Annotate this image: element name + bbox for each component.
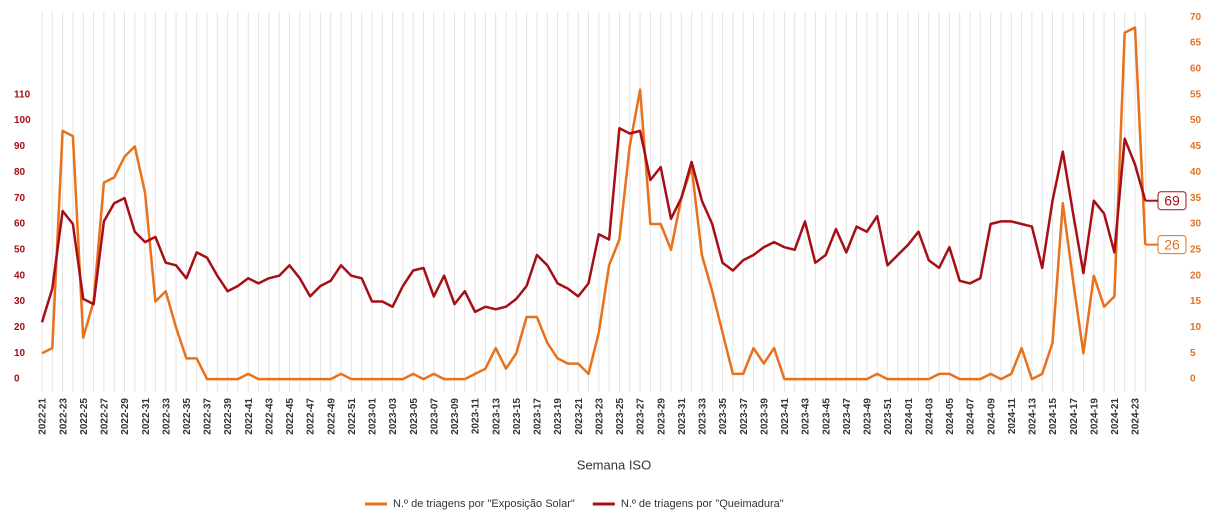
x-tick-label: 2023-23 [594,398,605,435]
x-tick-label: 2022-47 [306,398,317,435]
x-tick-label: 2024-21 [1110,398,1121,435]
x-tick-label: 2022-33 [161,398,172,435]
x-tick-label: 2023-35 [718,398,729,435]
x-tick-label: 2022-29 [120,398,131,435]
end-label-box [1157,191,1187,211]
x-tick-label: 2023-19 [553,398,564,435]
x-tick-label: 2022-51 [347,398,358,435]
y-tick-label: 20 [14,322,26,333]
x-tick-label: 2022-43 [264,398,275,435]
x-tick-label: 2022-37 [203,398,214,435]
x-axis-title: Semana ISO [577,457,651,472]
x-tick-label: 2022-35 [182,398,193,435]
y-tick-label: 40 [14,270,26,281]
series-line [40,127,1147,323]
y-tick-label: 50 [14,244,26,255]
x-tick-label: 2023-39 [759,398,770,435]
x-tick-label: 2023-25 [615,398,626,435]
y-tick-label: 110 [14,89,31,100]
x-tick-label: 2023-17 [533,398,544,435]
x-tick-label: 2023-11 [471,398,482,435]
x-tick-label: 2024-09 [986,398,997,435]
x-tick-label: 2023-47 [842,398,853,435]
y2-tick-label: 10 [1190,322,1202,333]
y-tick-label: 10 [14,348,26,359]
x-tick-label: 2024-23 [1131,398,1142,435]
x-tick-label: 2024-13 [1028,398,1039,435]
x-tick-label: 2024-05 [945,398,956,435]
x-tick-label: 2023-49 [863,398,874,435]
y-tick-label: 0 [14,374,20,385]
y2-tick-label: 45 [1190,141,1202,152]
x-tick-label: 2023-13 [491,398,502,435]
x-tick-label: 2022-39 [223,398,234,435]
x-tick-label: 2023-45 [821,398,832,435]
y-tick-label: 90 [14,141,26,152]
y2-tick-label: 30 [1190,219,1202,230]
y2-tick-label: 15 [1190,296,1202,307]
x-tick-label: 2023-01 [368,398,379,435]
y2-tick-label: 60 [1190,64,1202,75]
y2-tick-label: 40 [1190,167,1202,178]
series-line [41,26,1147,381]
x-tick-label: 2022-25 [79,398,90,435]
x-tick-label: 2023-21 [574,398,585,435]
x-tick-label: 2023-43 [801,398,812,435]
x-tick-label: 2022-31 [141,398,152,435]
legend: N.º de triagens por "Exposição Solar" N.º… [365,498,784,510]
x-tick-label: 2022-27 [100,398,111,435]
y2-tick-label: 50 [1190,115,1202,126]
x-tick-label: 2022-21 [38,398,49,435]
y2-tick-label: 55 [1190,89,1202,100]
end-label-box [1157,235,1187,255]
x-tick-label: 2023-51 [883,398,894,435]
y2-tick-label: 5 [1190,348,1196,359]
y2-tick-label: 70 [1190,12,1202,23]
y2-tick-label: 0 [1190,374,1196,385]
x-tick-label: 2023-07 [429,398,440,435]
legend-label: N.º de triagens por "Queimadura" [621,498,784,510]
end-label: 26 [1164,236,1180,252]
x-tick-label: 2022-23 [58,398,69,435]
x-tick-label: 2023-37 [739,398,750,435]
x-tick-label: 2023-03 [388,398,399,435]
x-tick-label: 2024-01 [904,398,915,435]
x-tick-label: 2023-27 [636,398,647,435]
y-tick-label: 70 [14,193,26,204]
y-tick-label: 30 [14,296,26,307]
x-tick-label: 2023-05 [409,398,420,435]
y-tick-label: 60 [14,219,26,230]
x-tick-label: 2024-19 [1089,398,1100,435]
x-tick-label: 2023-33 [698,398,709,435]
y-tick-label: 100 [14,115,31,126]
x-tick-label: 2022-49 [326,398,337,435]
y2-tick-label: 20 [1190,270,1202,281]
y2-tick-label: 65 [1190,38,1202,49]
x-tick-label: 2023-15 [512,398,523,435]
x-tick-label: 2023-31 [677,398,688,435]
x-tick-label: 2024-07 [966,398,977,435]
y2-tick-label: 35 [1190,193,1202,204]
x-tick-label: 2024-03 [924,398,935,435]
x-tick-label: 2022-41 [244,398,255,435]
x-tick-label: 2024-15 [1048,398,1059,435]
x-tick-label: 2023-29 [656,398,667,435]
x-tick-label: 2022-45 [285,398,296,435]
end-label: 69 [1164,192,1180,208]
x-tick-label: 2024-17 [1069,398,1080,435]
x-tick-label: 2023-09 [450,398,461,435]
x-tick-label: 2024-11 [1007,398,1018,435]
legend-label: N.º de triagens por "Exposição Solar" [393,498,575,510]
y2-tick-label: 25 [1190,244,1202,255]
x-tick-label: 2023-41 [780,398,791,435]
y-tick-label: 80 [14,167,26,178]
